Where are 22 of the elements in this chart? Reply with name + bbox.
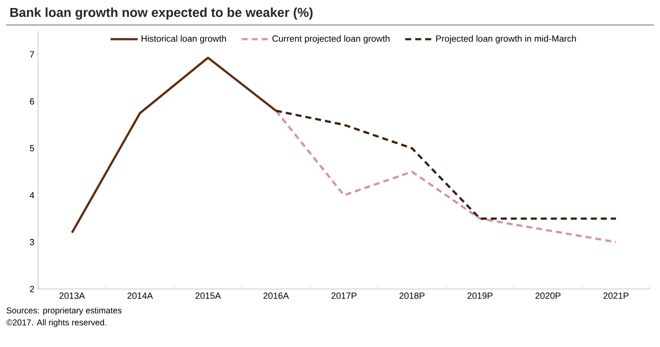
x-tick-label: 2017P xyxy=(331,292,356,299)
x-tick-label: 2021P xyxy=(603,292,628,299)
x-tick-label: 2020P xyxy=(535,292,560,299)
x-tick-label: 2018P xyxy=(399,292,424,299)
text: ©2017. All rights reserved. xyxy=(6,319,106,328)
legend-label: Historical loan growth xyxy=(142,35,226,44)
y-tick-label: 4 xyxy=(30,192,34,198)
x-tick-label: 2014A xyxy=(127,292,153,299)
legend-label: Projected loan growth in mid-March xyxy=(436,35,576,44)
y-tick-label: 2 xyxy=(30,286,34,292)
x-tick-label: 2013A xyxy=(59,292,85,299)
y-tick-label: 7 xyxy=(30,51,34,58)
line-series xyxy=(70,56,278,234)
x-tick-label: 2019P xyxy=(467,292,492,299)
source-note: Sources: proprietary estimates xyxy=(6,307,122,316)
x-tick-label: 2015A xyxy=(195,292,221,299)
x-tick-label: 2016A xyxy=(263,292,289,299)
y-tick-label: 6 xyxy=(30,98,34,105)
chart-title: Bank loan growth now expected to be weaker (%) xyxy=(10,8,313,20)
y-tick-label: 3 xyxy=(30,238,34,246)
y-tick-label: 5 xyxy=(30,145,34,152)
legend-label: Current projected loan growth xyxy=(272,35,390,44)
